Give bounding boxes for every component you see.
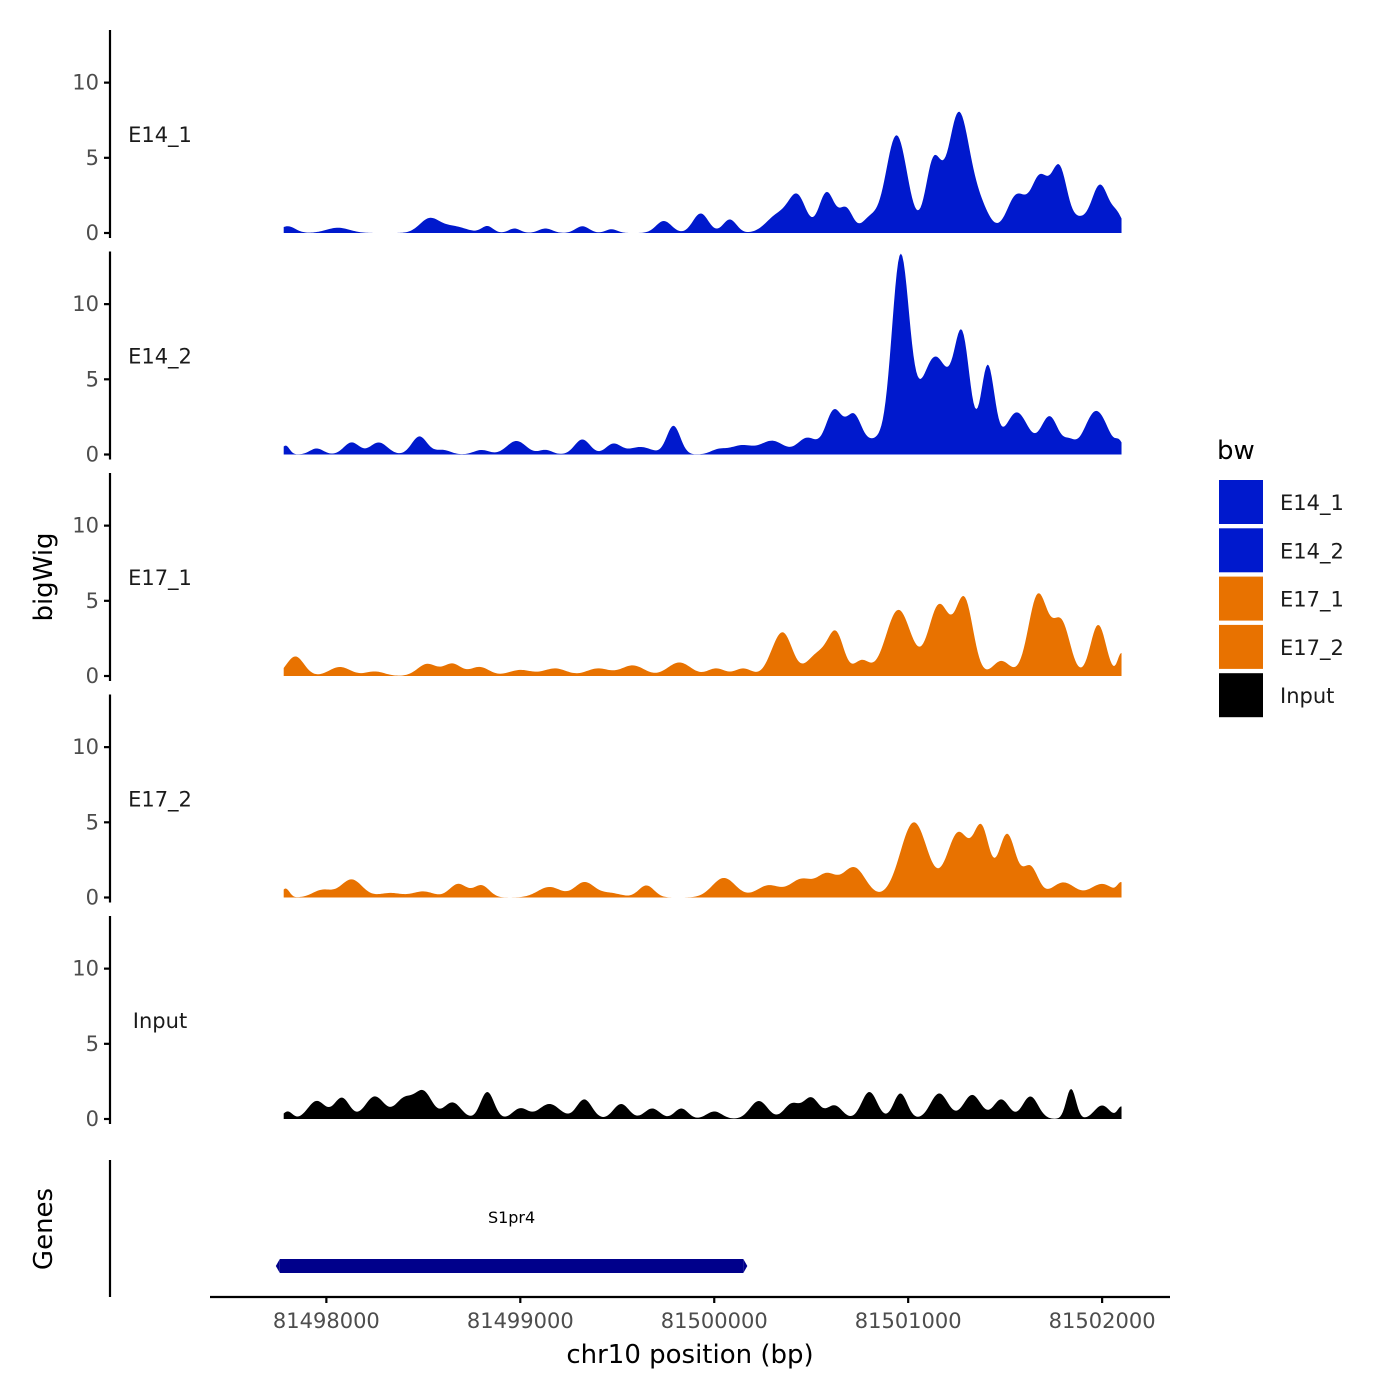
track-E17_2: 0 5 10 E17_2 [72, 694, 1122, 910]
coverage-area-Input [283, 1088, 1122, 1119]
y-tick-label: 10 [72, 957, 99, 981]
track-E17_1: 0 5 10 E17_1 [72, 473, 1122, 688]
legend-swatch-E14_2 [1219, 528, 1263, 573]
gene-label: S1pr4 [488, 1208, 535, 1227]
legend-swatch-E17_1 [1219, 576, 1263, 621]
legend-label: E14_1 [1280, 491, 1344, 516]
y-tick-label: 0 [86, 886, 99, 910]
coverage-area-E17_2 [283, 822, 1122, 898]
track-label: E17_1 [128, 566, 192, 591]
legend: bw E14_1 E14_2 E17_1 E17_2 Input [1217, 436, 1344, 718]
coverage-area-E14_2 [283, 253, 1122, 455]
y-tick-label: 10 [72, 71, 99, 95]
y-tick-label: 5 [86, 146, 99, 170]
y-tick-label: 0 [86, 443, 99, 467]
y-tick-label: 0 [86, 664, 99, 688]
x-tick-label: 81498000 [273, 1309, 380, 1333]
coverage-area-E14_1 [283, 111, 1122, 233]
track-label: E14_2 [128, 345, 192, 370]
track-label: Input [133, 1009, 187, 1033]
x-tick-label: 81500000 [661, 1309, 768, 1333]
gene-body [279, 1259, 744, 1273]
track-label: E17_2 [128, 788, 192, 813]
x-tick-label: 81501000 [855, 1309, 962, 1333]
y-tick-label: 10 [72, 735, 99, 759]
gene-marks: S1pr4 [275, 1208, 748, 1273]
y-axis-title: bigWig [29, 532, 59, 621]
coverage-tracks: 0 5 10 E14_1 0 5 10 E14_2 0 5 10 E17_1 0 5 10 E17_2 0 5 10… [72, 30, 1122, 1131]
track-E14_1: 0 5 10 E14_1 [72, 30, 1122, 245]
legend-entries: E14_1 E14_2 E17_1 E17_2 Input [1219, 480, 1344, 718]
x-axis-title: chr10 position (bp) [566, 1340, 813, 1370]
y-tick-label: 5 [86, 589, 99, 613]
track-E14_2: 0 5 10 E14_2 [72, 251, 1122, 467]
x-ticks: 81498000 81499000 81500000 81501000 81502000 [273, 1297, 1156, 1333]
legend-swatch-E17_2 [1219, 624, 1263, 669]
legend-title: bw [1217, 436, 1255, 466]
legend-swatch-Input [1219, 673, 1263, 718]
gene-start-cap [275, 1259, 280, 1273]
genes-panel: S1pr4 [108, 1160, 748, 1297]
gene-end-cap [743, 1259, 748, 1273]
x-axis: 81498000 81499000 81500000 81501000 81502000 [210, 1295, 1170, 1333]
legend-label: E17_1 [1280, 588, 1344, 613]
y-tick-label: 0 [86, 221, 99, 245]
legend-label: E14_2 [1280, 539, 1344, 564]
y-tick-label: 5 [86, 1032, 99, 1056]
x-tick-label: 81502000 [1049, 1309, 1156, 1333]
y-tick-label: 5 [86, 810, 99, 834]
y-tick-label: 0 [86, 1107, 99, 1131]
track-label: E14_1 [128, 123, 192, 148]
x-tick-label: 81499000 [467, 1309, 574, 1333]
y-tick-label: 10 [72, 514, 99, 538]
y-tick-label: 5 [86, 367, 99, 391]
legend-label: E17_2 [1280, 636, 1344, 661]
legend-swatch-E14_1 [1219, 480, 1263, 524]
legend-label: Input [1280, 684, 1334, 708]
track-Input: 0 5 10 Input [72, 916, 1122, 1131]
y-tick-label: 10 [72, 292, 99, 316]
coverage-area-E17_1 [283, 593, 1122, 676]
genes-axis-title: Genes [29, 1188, 59, 1270]
